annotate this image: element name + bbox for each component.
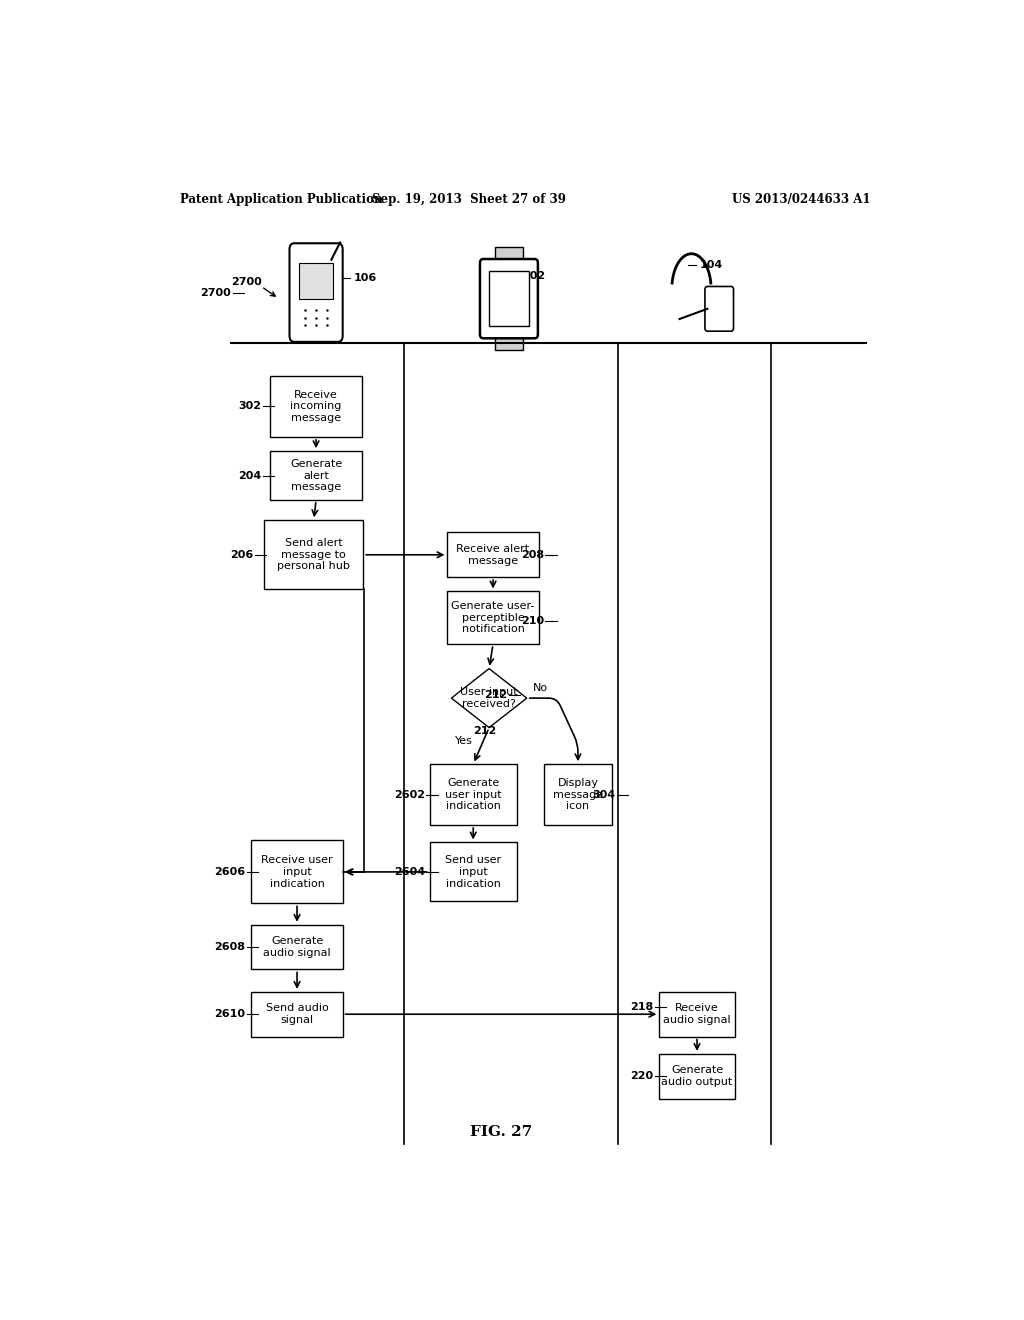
Text: 2608: 2608 xyxy=(214,942,246,952)
FancyBboxPatch shape xyxy=(252,925,343,969)
Text: User input
received?: User input received? xyxy=(460,688,518,709)
Text: 2610: 2610 xyxy=(214,1010,246,1019)
Text: Receive
audio signal: Receive audio signal xyxy=(664,1003,731,1026)
Text: 2604: 2604 xyxy=(393,867,425,876)
Text: 204: 204 xyxy=(238,470,261,480)
Text: 208: 208 xyxy=(521,550,544,560)
FancyBboxPatch shape xyxy=(264,520,364,589)
Text: 2700: 2700 xyxy=(201,288,231,297)
FancyBboxPatch shape xyxy=(270,451,361,500)
FancyBboxPatch shape xyxy=(270,376,361,437)
Text: Generate
audio signal: Generate audio signal xyxy=(263,936,331,958)
Text: Yes: Yes xyxy=(456,735,473,746)
Text: Display
message
icon: Display message icon xyxy=(553,777,603,812)
FancyBboxPatch shape xyxy=(430,842,517,902)
Text: Receive
incoming
message: Receive incoming message xyxy=(291,389,342,422)
Text: Patent Application Publication: Patent Application Publication xyxy=(179,193,382,206)
FancyBboxPatch shape xyxy=(488,271,529,326)
Text: 102: 102 xyxy=(522,272,546,281)
Text: Receive user
input
indication: Receive user input indication xyxy=(261,855,333,888)
FancyBboxPatch shape xyxy=(480,259,538,338)
FancyBboxPatch shape xyxy=(705,286,733,331)
Polygon shape xyxy=(452,669,526,727)
FancyBboxPatch shape xyxy=(252,991,343,1036)
FancyBboxPatch shape xyxy=(495,247,523,263)
Text: Send audio
signal: Send audio signal xyxy=(265,1003,329,1026)
Text: Generate
user input
indication: Generate user input indication xyxy=(444,777,502,812)
Text: Generate
audio output: Generate audio output xyxy=(662,1065,732,1086)
FancyBboxPatch shape xyxy=(544,764,611,825)
FancyBboxPatch shape xyxy=(659,1053,734,1098)
Text: Generate user-
perceptible
notification: Generate user- perceptible notification xyxy=(452,601,535,635)
Text: 302: 302 xyxy=(239,401,261,412)
Text: 206: 206 xyxy=(230,550,253,560)
Text: 106: 106 xyxy=(353,273,377,284)
Text: 2606: 2606 xyxy=(214,867,246,876)
FancyBboxPatch shape xyxy=(495,334,523,350)
Text: 210: 210 xyxy=(521,616,544,626)
FancyBboxPatch shape xyxy=(659,991,734,1036)
FancyBboxPatch shape xyxy=(430,764,517,825)
Text: Receive alert
message: Receive alert message xyxy=(457,544,529,565)
FancyBboxPatch shape xyxy=(447,532,539,577)
FancyBboxPatch shape xyxy=(290,243,343,342)
Text: No: No xyxy=(534,682,548,693)
FancyBboxPatch shape xyxy=(252,841,343,903)
Text: Generate
alert
message: Generate alert message xyxy=(290,459,342,492)
Text: US 2013/0244633 A1: US 2013/0244633 A1 xyxy=(731,193,870,206)
Text: 220: 220 xyxy=(630,1072,653,1081)
Text: 2602: 2602 xyxy=(394,789,425,800)
Text: 2700: 2700 xyxy=(231,277,262,288)
Text: 304: 304 xyxy=(592,789,615,800)
Text: 218: 218 xyxy=(630,1002,653,1012)
FancyBboxPatch shape xyxy=(447,591,539,644)
Text: Send alert
message to
personal hub: Send alert message to personal hub xyxy=(278,539,350,572)
Text: Sep. 19, 2013  Sheet 27 of 39: Sep. 19, 2013 Sheet 27 of 39 xyxy=(373,193,566,206)
Text: 212: 212 xyxy=(473,726,497,735)
Text: 104: 104 xyxy=(699,260,723,271)
FancyBboxPatch shape xyxy=(299,263,333,300)
Text: Send user
input
indication: Send user input indication xyxy=(445,855,502,888)
Text: 212: 212 xyxy=(484,690,507,700)
Text: FIG. 27: FIG. 27 xyxy=(470,1125,532,1139)
